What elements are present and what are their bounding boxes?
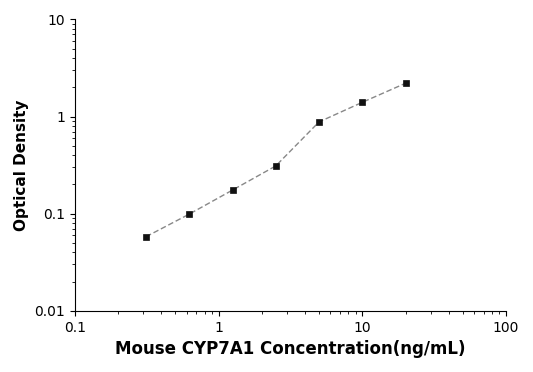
Y-axis label: Optical Density: Optical Density bbox=[14, 99, 29, 231]
X-axis label: Mouse CYP7A1 Concentration(ng/mL): Mouse CYP7A1 Concentration(ng/mL) bbox=[115, 340, 466, 358]
